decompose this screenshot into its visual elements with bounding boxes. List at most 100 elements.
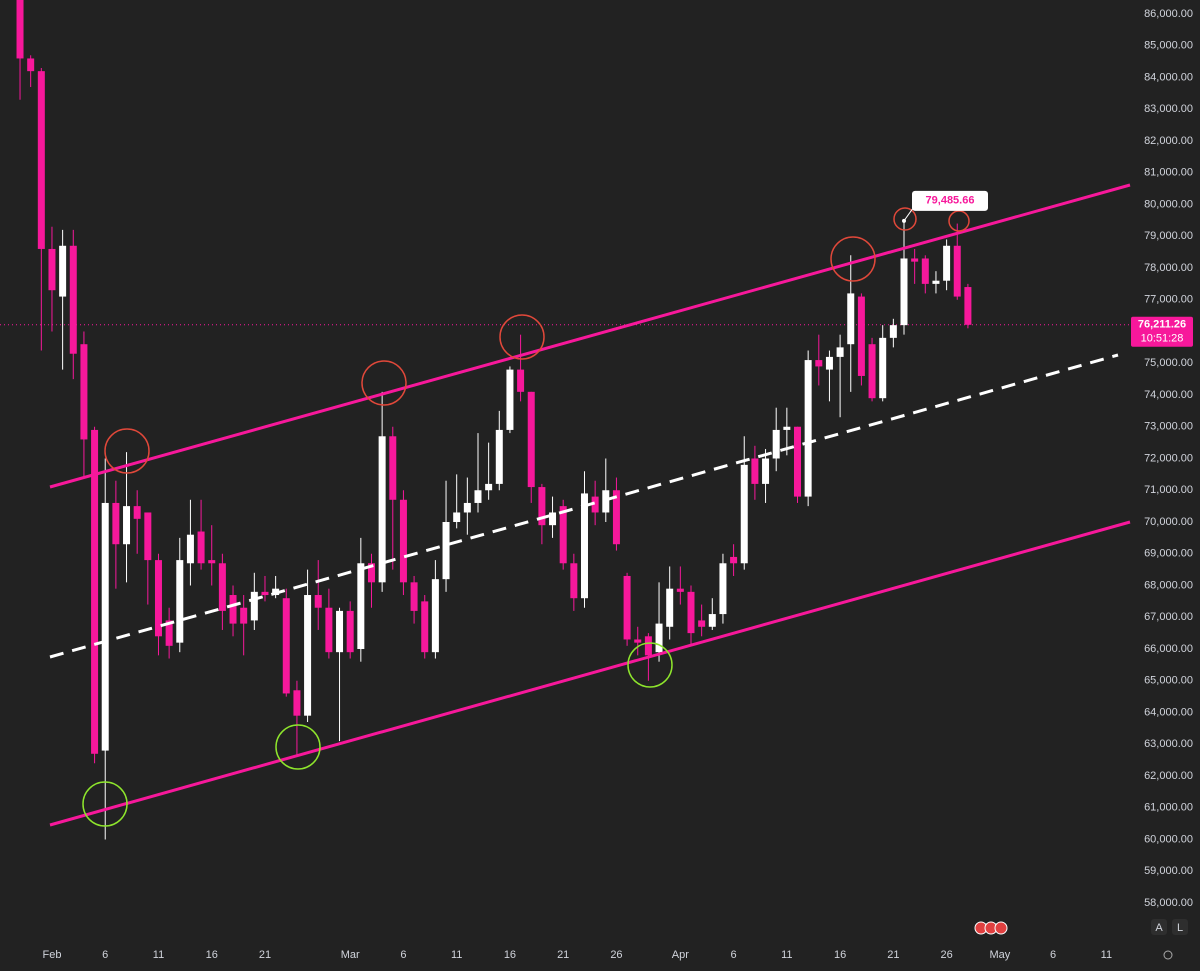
x-tick-label: Mar [341, 949, 360, 961]
candle-body [197, 531, 205, 564]
candle-body [37, 71, 45, 249]
candle-body [250, 591, 258, 621]
candle-body [80, 344, 88, 440]
support-circle [275, 724, 321, 770]
candle-body [346, 610, 354, 653]
y-tick-label: 86,000.00 [1144, 8, 1193, 20]
x-tick-label: 16 [504, 949, 516, 961]
y-tick-label: 65,000.00 [1144, 675, 1193, 687]
settings-icon[interactable] [1163, 950, 1173, 960]
y-tick-label: 81,000.00 [1144, 167, 1193, 179]
candle-body [48, 248, 56, 291]
y-tick-label: 68,000.00 [1144, 579, 1193, 591]
candle-body [314, 595, 322, 608]
y-tick-label: 85,000.00 [1144, 40, 1193, 52]
y-tick-label: 66,000.00 [1144, 643, 1193, 655]
candle-body [751, 458, 759, 484]
y-tick-label: 64,000.00 [1144, 706, 1193, 718]
countdown-label: 10:51:28 [1141, 333, 1184, 345]
candle-body [772, 429, 780, 459]
candle-body [506, 369, 514, 430]
candle-body [911, 258, 919, 262]
candle-body [740, 464, 748, 564]
last-price-label: 76,211.26 [1138, 319, 1186, 331]
candle-body [655, 623, 663, 653]
candle-body [815, 360, 823, 367]
y-tick-label: 69,000.00 [1144, 548, 1193, 560]
drawings [49, 183, 1131, 827]
candle-body [634, 639, 642, 643]
x-tick-label: 26 [940, 949, 952, 961]
candle-body [495, 429, 503, 484]
candle-body [336, 610, 344, 653]
plot-area [0, 0, 1130, 840]
y-tick-label: 72,000.00 [1144, 452, 1193, 464]
x-tick-label: May [989, 949, 1010, 961]
resistance-circle [361, 360, 407, 406]
candle-body [367, 563, 375, 583]
x-tick-label: Feb [42, 949, 61, 961]
candle-body [101, 502, 109, 751]
candle-body [16, 0, 24, 59]
scale-button[interactable] [1172, 919, 1188, 935]
candle-body [825, 356, 833, 370]
candle-body [69, 245, 77, 354]
candle-body [304, 595, 312, 716]
scale-button[interactable] [1151, 919, 1167, 935]
candle-body [27, 58, 35, 72]
x-tick-label: 21 [887, 949, 899, 961]
resistance-circle [499, 314, 545, 360]
candle-body [953, 245, 961, 297]
candle-body [879, 337, 887, 399]
scale-button-label[interactable]: A [1155, 922, 1163, 934]
candle-body [229, 595, 237, 624]
candle-body [133, 506, 141, 519]
candle-body [943, 245, 951, 281]
y-tick-label: 73,000.00 [1144, 421, 1193, 433]
x-tick-label: 21 [259, 949, 271, 961]
support-circle [627, 642, 673, 688]
x-tick-label: 16 [206, 949, 218, 961]
candle-body [847, 293, 855, 345]
scale-button-label[interactable]: L [1177, 922, 1183, 934]
y-tick-label: 78,000.00 [1144, 262, 1193, 274]
candle-body [176, 560, 184, 643]
y-tick-label: 79,000.00 [1144, 230, 1193, 242]
callout-point [902, 218, 906, 223]
y-tick-label: 84,000.00 [1144, 71, 1193, 83]
candle-body [687, 591, 695, 634]
candle-body [357, 563, 365, 649]
x-tick-label: 16 [834, 949, 846, 961]
x-tick-label: 26 [610, 949, 622, 961]
candle-body [399, 499, 407, 583]
candle-body [112, 502, 120, 545]
candle-body [527, 391, 535, 488]
candle-body [804, 360, 812, 497]
x-tick-label: 6 [731, 949, 737, 961]
candle-body [293, 690, 301, 716]
candle-body [186, 534, 194, 564]
x-tick-label: 11 [1101, 949, 1112, 961]
y-tick-label: 61,000.00 [1144, 802, 1193, 814]
candle-body [378, 436, 386, 583]
y-tick-label: 74,000.00 [1144, 389, 1193, 401]
x-tick-label: Apr [672, 949, 689, 961]
candle-body [431, 579, 439, 653]
candle-body [123, 506, 131, 545]
resistance-circle [893, 207, 917, 231]
x-tick-label: 11 [153, 949, 164, 961]
last-price-tag [1131, 316, 1193, 347]
y-tick-label: 82,000.00 [1144, 135, 1193, 147]
candle-body [538, 487, 546, 526]
event-flags [974, 921, 1008, 935]
candle-body [762, 458, 770, 484]
candle-body [964, 287, 972, 325]
candle-body [59, 245, 67, 297]
candle-body [580, 493, 588, 599]
x-tick-label: 6 [400, 949, 406, 961]
candle-body [889, 325, 897, 338]
candle-body [208, 560, 216, 564]
channel-lower [49, 520, 1131, 827]
y-tick-label: 77,000.00 [1144, 294, 1193, 306]
